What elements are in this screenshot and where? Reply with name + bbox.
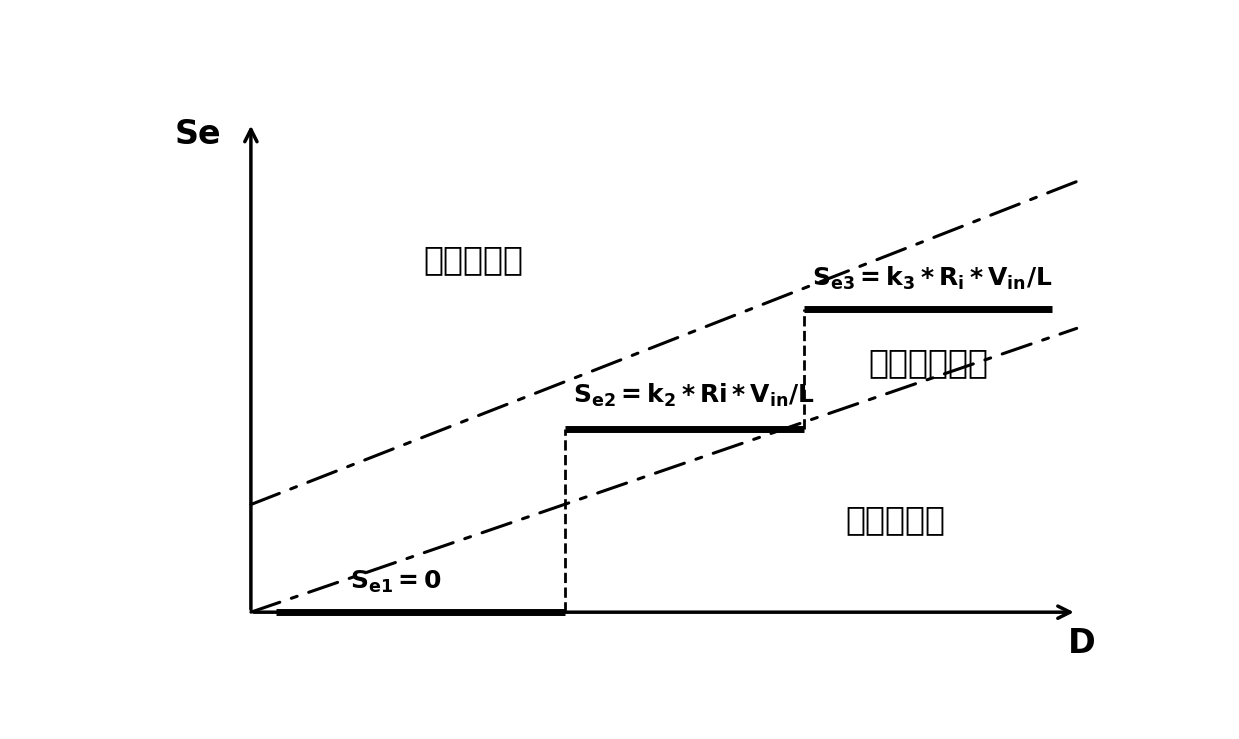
Text: Se: Se [175, 118, 222, 151]
Text: D: D [1068, 627, 1095, 660]
Text: 欠补偿区域: 欠补偿区域 [845, 503, 945, 536]
Text: 过补偿区域: 过补偿区域 [424, 243, 524, 276]
Text: $\mathbf{S_{e3}=k_3*R_i*V_{in}/L}$: $\mathbf{S_{e3}=k_3*R_i*V_{in}/L}$ [813, 265, 1053, 292]
Text: $\mathbf{S_{e1}=0}$: $\mathbf{S_{e1}=0}$ [349, 569, 442, 595]
Text: 理想补偿区域: 理想补偿区域 [869, 346, 987, 379]
Text: $\mathbf{S_{e2}=k_2*Ri*V_{in}/L}$: $\mathbf{S_{e2}=k_2*Ri*V_{in}/L}$ [572, 382, 815, 409]
